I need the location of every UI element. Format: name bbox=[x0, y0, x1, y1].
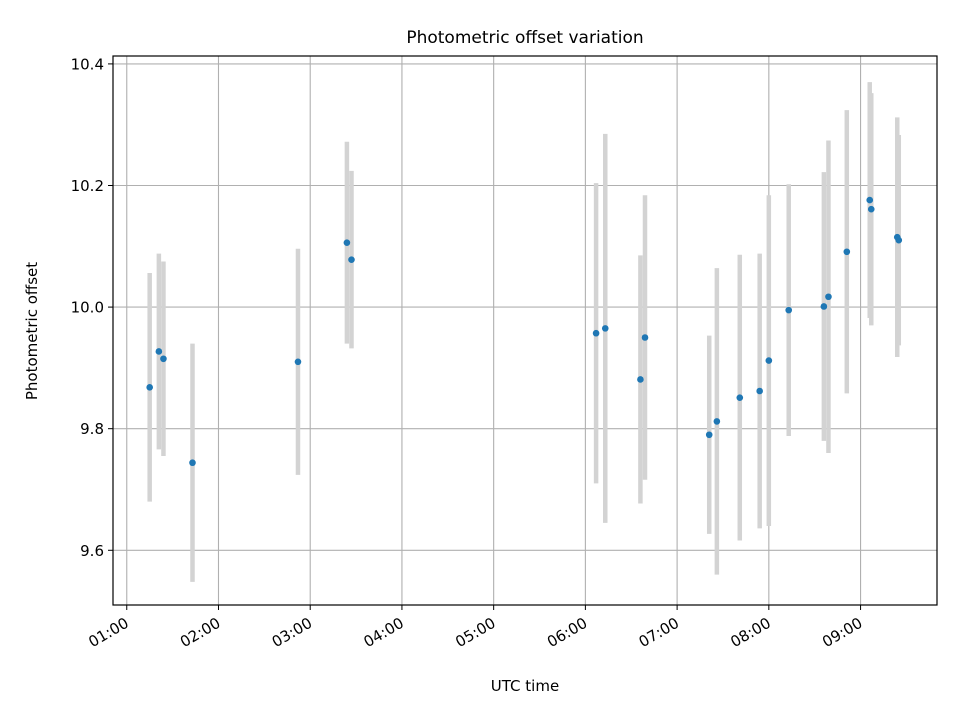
data-point bbox=[189, 459, 196, 467]
data-point bbox=[637, 376, 644, 383]
data-point bbox=[592, 329, 600, 337]
y-tick-label: 9.6 bbox=[80, 542, 104, 560]
data-point bbox=[146, 384, 153, 391]
data-point bbox=[785, 306, 793, 314]
y-tick-label: 10.4 bbox=[71, 55, 104, 73]
data-point bbox=[343, 239, 351, 246]
data-point bbox=[825, 293, 832, 301]
data-point bbox=[601, 325, 609, 332]
data-point bbox=[705, 431, 713, 439]
data-point bbox=[641, 334, 649, 341]
data-point bbox=[866, 196, 874, 204]
data-point bbox=[895, 236, 903, 244]
data-point bbox=[155, 348, 163, 355]
chart-title: Photometric offset variation bbox=[406, 28, 643, 48]
y-tick-label: 10.0 bbox=[71, 299, 104, 317]
plot-frame bbox=[112, 55, 938, 606]
data-point bbox=[348, 256, 355, 263]
data-point bbox=[160, 355, 167, 363]
y-tick-label: 10.2 bbox=[71, 177, 104, 195]
data-points bbox=[146, 196, 903, 467]
data-point bbox=[765, 357, 773, 364]
data-point bbox=[294, 358, 302, 366]
y-axis-label: Photometric offset bbox=[23, 262, 41, 400]
data-point bbox=[843, 248, 851, 256]
grid bbox=[113, 56, 937, 605]
data-point bbox=[820, 303, 828, 310]
data-point bbox=[756, 387, 763, 395]
data-point bbox=[867, 205, 875, 213]
x-axis-label: UTC time bbox=[491, 677, 559, 695]
data-point bbox=[713, 418, 721, 425]
y-tick-label: 9.8 bbox=[80, 420, 104, 438]
data-point bbox=[736, 394, 744, 401]
